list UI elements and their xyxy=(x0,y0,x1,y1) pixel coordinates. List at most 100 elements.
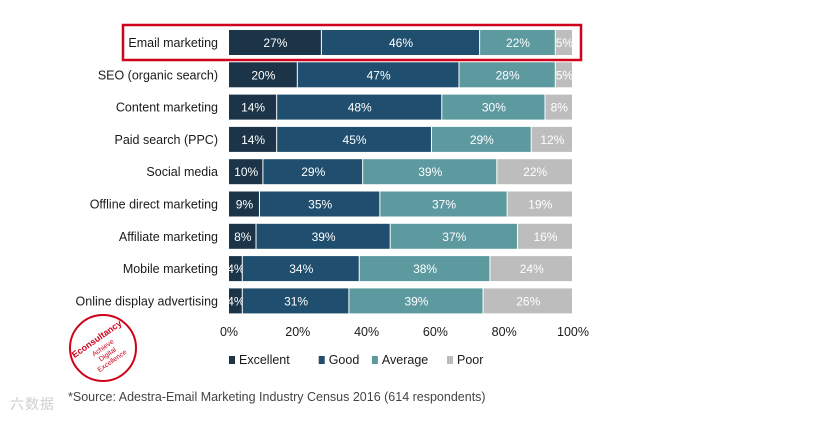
segment-label: 22% xyxy=(506,36,530,50)
segment-label: 39% xyxy=(404,294,428,308)
legend-label: Poor xyxy=(457,353,483,367)
segment-label: 22% xyxy=(523,165,547,179)
bar-segment xyxy=(229,191,259,217)
bar-segment xyxy=(277,94,442,120)
bar-segment xyxy=(349,288,483,314)
bar-segment xyxy=(229,126,277,152)
segment-label: 14% xyxy=(241,133,265,147)
segment-label: 37% xyxy=(442,230,466,244)
segment-label: 46% xyxy=(389,36,413,50)
segment-label: 30% xyxy=(482,101,506,115)
bar-segment xyxy=(363,159,497,185)
bar-segment xyxy=(507,191,572,217)
segment-label: 45% xyxy=(343,133,367,147)
bar-segment xyxy=(229,159,263,185)
category-label: Online display advertising xyxy=(76,294,218,308)
bar-segment xyxy=(321,30,480,55)
x-tick-label: 0% xyxy=(220,325,238,339)
category-label: Social media xyxy=(146,165,218,179)
bar-segment xyxy=(555,30,572,55)
segment-label: 19% xyxy=(528,198,552,212)
segment-label: 12% xyxy=(540,133,564,147)
bar-segment xyxy=(229,94,277,120)
segment-label: 35% xyxy=(308,198,332,212)
bar-segment xyxy=(259,191,380,217)
legend-swatch xyxy=(229,356,235,364)
x-tick-label: 60% xyxy=(423,325,448,339)
x-tick-label: 20% xyxy=(285,325,310,339)
segment-label: 39% xyxy=(312,230,336,244)
segment-label: 26% xyxy=(516,294,540,308)
legend-label: Good xyxy=(329,353,360,367)
logo-ring xyxy=(69,314,137,382)
x-tick-label: 100% xyxy=(557,325,589,339)
x-tick-label: 40% xyxy=(354,325,379,339)
segment-label: 8% xyxy=(551,101,569,115)
category-label: Paid search (PPC) xyxy=(114,133,218,147)
segment-label: 8% xyxy=(234,230,252,244)
watermark: 六数据 xyxy=(10,397,55,413)
bar-segment xyxy=(545,94,572,120)
legend-label: Excellent xyxy=(239,353,290,367)
segment-label: 4% xyxy=(227,262,245,276)
segment-label: 16% xyxy=(533,230,557,244)
segment-label: 31% xyxy=(284,294,308,308)
legend-swatch xyxy=(371,356,378,364)
segment-label: 39% xyxy=(418,165,442,179)
segment-label: 28% xyxy=(496,68,520,82)
segment-label: 5% xyxy=(556,68,574,82)
bar-segment xyxy=(483,288,572,314)
bar-segment xyxy=(242,256,359,282)
bar-segment xyxy=(263,159,363,185)
legend-swatch xyxy=(318,356,325,364)
segment-label: 29% xyxy=(301,165,325,179)
bar-segment xyxy=(459,62,555,88)
bar-segment xyxy=(442,94,545,120)
segment-label: 24% xyxy=(520,262,544,276)
bar-segment xyxy=(390,223,517,249)
segment-label: 47% xyxy=(367,68,391,82)
segment-label: 9% xyxy=(236,198,254,212)
x-tick-label: 80% xyxy=(492,325,517,339)
bar-segment xyxy=(497,159,572,185)
bar-segment xyxy=(229,256,242,282)
segment-label: 38% xyxy=(413,262,437,276)
bar-segment xyxy=(242,288,349,314)
category-label: SEO (organic search) xyxy=(98,68,218,82)
category-label: Affiliate marketing xyxy=(119,230,218,244)
bar-segment xyxy=(297,62,459,88)
bar-segment xyxy=(256,223,390,249)
bar-segment xyxy=(490,256,572,282)
category-label: Email marketing xyxy=(128,36,218,50)
legend-label: Average xyxy=(382,353,428,367)
source-note: *Source: Adestra-Email Marketing Industr… xyxy=(68,390,486,404)
bar-segment xyxy=(517,223,572,249)
bar-segment xyxy=(277,126,431,152)
category-label: Offline direct marketing xyxy=(90,198,218,212)
bar-segment xyxy=(480,30,555,55)
segment-label: 29% xyxy=(470,133,494,147)
category-label: Content marketing xyxy=(116,101,218,115)
bar-segment xyxy=(555,62,572,88)
bar-segment xyxy=(359,256,490,282)
bar-segment xyxy=(229,62,297,88)
bar-segment xyxy=(431,126,531,152)
segment-label: 27% xyxy=(263,36,287,50)
segment-label: 20% xyxy=(251,68,275,82)
segment-label: 4% xyxy=(227,294,245,308)
bar-segment xyxy=(531,126,572,152)
category-label: Mobile marketing xyxy=(123,262,218,276)
legend-swatch xyxy=(447,356,453,364)
segment-label: 37% xyxy=(432,198,456,212)
segment-label: 10% xyxy=(234,165,258,179)
segment-label: 48% xyxy=(348,101,372,115)
bar-segment xyxy=(229,288,242,314)
econsultancy-logo: Econsultancy Achieve Digital Excellence xyxy=(69,314,137,382)
bar-segment xyxy=(229,30,321,55)
bar-segment xyxy=(380,191,507,217)
bar-segment xyxy=(229,223,256,249)
segment-label: 34% xyxy=(289,262,313,276)
segment-label: 5% xyxy=(556,36,574,50)
highlight-box xyxy=(121,23,583,62)
